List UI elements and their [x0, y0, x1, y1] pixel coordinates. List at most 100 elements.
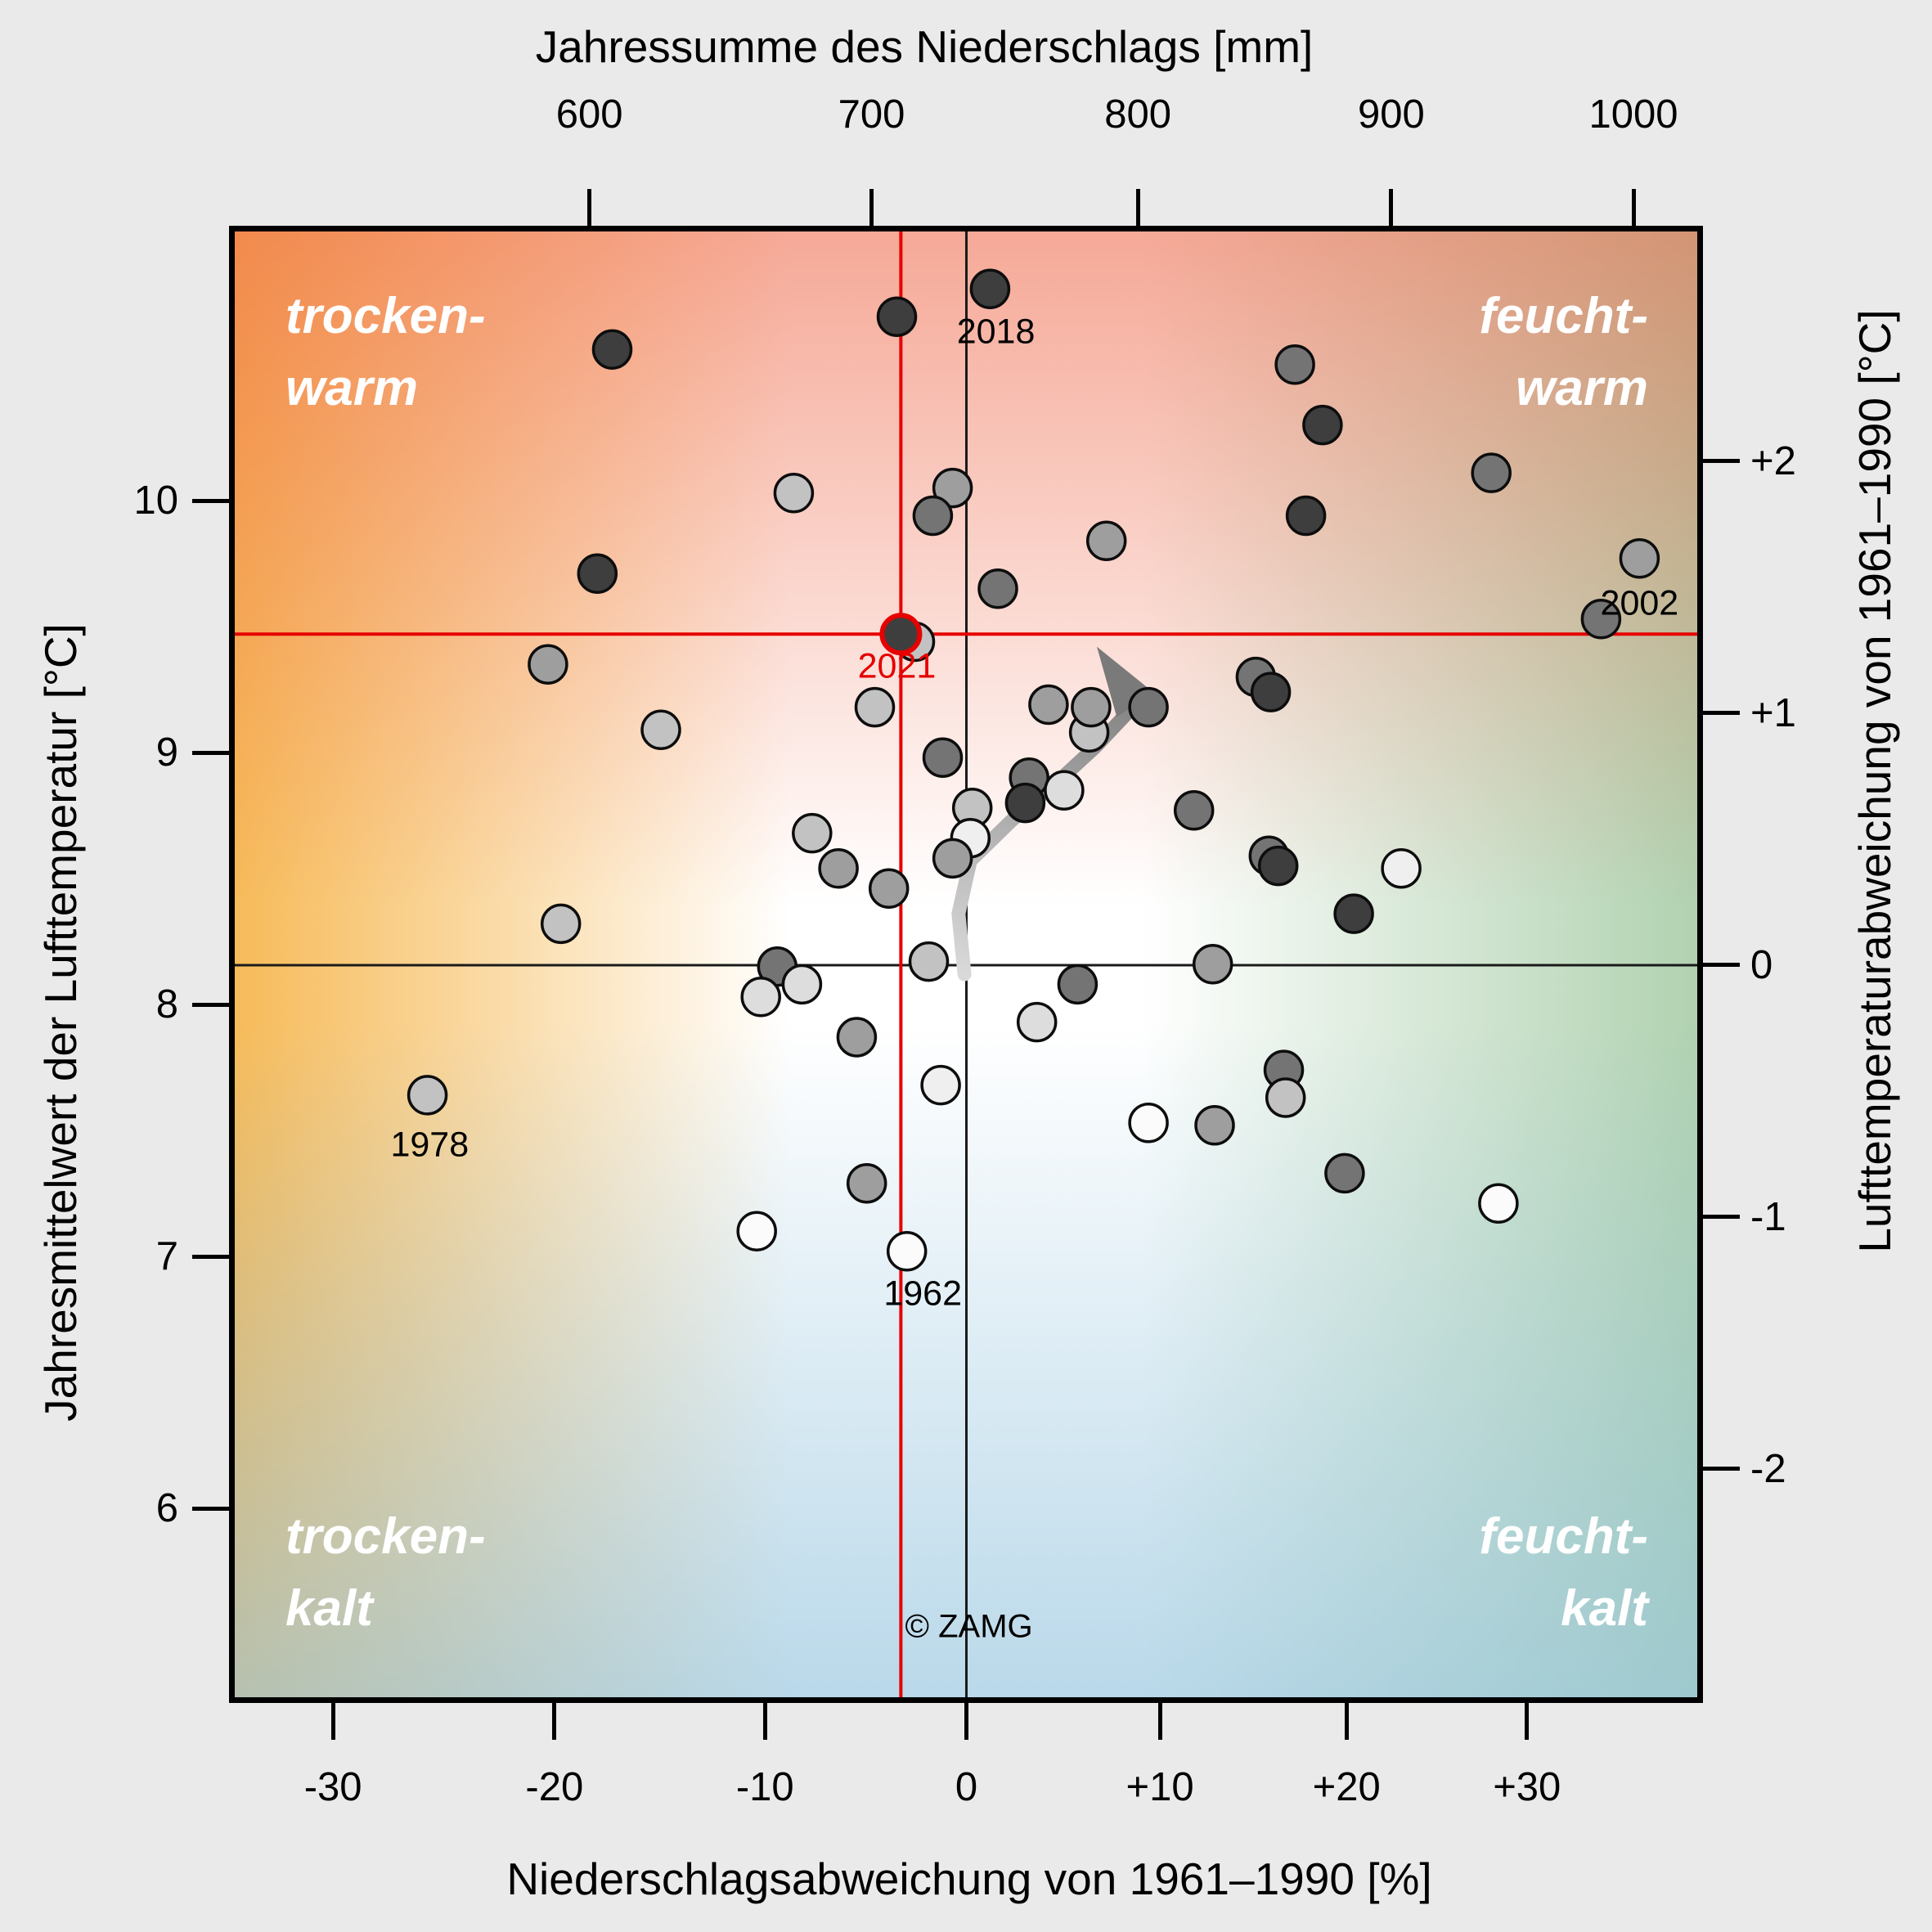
left-tick-label: 6 [155, 1486, 178, 1530]
scatter-point [1173, 790, 1215, 831]
year-annotation-1978: 1978 [390, 1125, 470, 1165]
left-tick-label: 10 [133, 479, 178, 523]
scatter-point [736, 1211, 777, 1251]
scatter-point [1333, 893, 1374, 934]
scatter-point [577, 553, 618, 595]
scatter-point [1071, 686, 1112, 728]
bottom-tick-label: 0 [955, 1765, 978, 1809]
scatter-point [1028, 684, 1069, 726]
scatter-point [540, 903, 582, 945]
bottom-tick-mark [552, 1703, 557, 1740]
scatter-point [773, 473, 815, 514]
scatter-point [528, 644, 568, 685]
year-annotation-2018: 2018 [956, 312, 1036, 352]
scatter-point [868, 868, 910, 910]
bottom-tick-label: +30 [1493, 1765, 1561, 1809]
scatter-point [836, 1017, 878, 1058]
scatter-point [1381, 847, 1422, 889]
right-axis-title: Lufttemperaturabweichung von 1961–1990 [… [1849, 309, 1900, 1253]
year-annotation-1962: 1962 [883, 1274, 963, 1314]
top-tick-mark [1135, 189, 1140, 226]
right-tick-label: -2 [1750, 1446, 1786, 1491]
top-tick-label: 900 [1357, 92, 1425, 137]
quadrant-label-feucht-warm: feucht- warm [1479, 288, 1648, 416]
left-tick-mark [192, 1254, 229, 1259]
left-tick-mark [192, 1002, 229, 1007]
scatter-point [912, 495, 954, 537]
plot-area: trocken- warm feucht- warm trocken- kalt… [229, 226, 1703, 1703]
left-tick-label: 8 [155, 982, 178, 1027]
scatter-point [1044, 770, 1085, 811]
scatter-point [792, 812, 833, 854]
scatter-point [1004, 782, 1046, 824]
scatter-point [1471, 452, 1512, 493]
scatter-point [1128, 1103, 1169, 1143]
scatter-point-2002 [1580, 599, 1622, 640]
bottom-tick-label: -10 [735, 1765, 794, 1809]
scatter-point [922, 737, 964, 778]
year-annotation-2002: 2002 [1600, 583, 1679, 623]
scatter-point [1128, 686, 1169, 728]
scatter-point [1257, 845, 1299, 887]
right-tick-label: +2 [1750, 438, 1796, 483]
scatter-point [932, 467, 973, 509]
scatter-point [1192, 943, 1233, 985]
year-annotation-2021: 2021 [857, 646, 937, 686]
scatter-point [1324, 1152, 1365, 1194]
top-tick-mark [1389, 189, 1394, 226]
scatter-point [818, 847, 859, 889]
left-tick-mark [192, 1506, 229, 1511]
top-tick-mark [587, 189, 592, 226]
scatter-point [1285, 495, 1327, 537]
left-tick-label: 9 [155, 730, 178, 775]
bottom-tick-mark [964, 1703, 968, 1740]
bottom-tick-mark [330, 1703, 335, 1740]
left-tick-mark [192, 750, 229, 755]
scatter-point [876, 296, 918, 337]
top-axis-title: Jahressumme des Niederschlags [mm] [535, 21, 1314, 72]
scatter-point [854, 686, 896, 728]
scatter-point [640, 709, 681, 751]
bottom-tick-label: -20 [525, 1765, 584, 1809]
scatter-point [932, 838, 973, 879]
right-tick-label: -1 [1750, 1194, 1786, 1239]
top-tick-label: 800 [1104, 92, 1172, 137]
top-tick-mark [869, 189, 874, 226]
scatter-point [908, 941, 950, 982]
bottom-tick-mark [1525, 1703, 1530, 1740]
scatter-point-2021 [879, 613, 923, 656]
quadrant-label-feucht-kalt: feucht- kalt [1479, 1508, 1648, 1637]
right-tick-label: +1 [1750, 690, 1796, 735]
right-tick-mark [1703, 711, 1740, 716]
scatter-point [1619, 538, 1660, 579]
scatter-point-1978 [407, 1075, 448, 1116]
scatter-point [1478, 1183, 1519, 1224]
right-tick-mark [1703, 963, 1740, 968]
scatter-point [1302, 404, 1343, 446]
bottom-tick-mark [1344, 1703, 1349, 1740]
bottom-tick-mark [1157, 1703, 1162, 1740]
scatter-point [1274, 344, 1315, 385]
scatter-point [846, 1162, 887, 1204]
scatter-point [920, 1064, 961, 1106]
quadrant-label-trocken-kalt: trocken- kalt [285, 1508, 486, 1637]
right-tick-mark [1703, 1467, 1740, 1471]
bottom-tick-mark [762, 1703, 767, 1740]
scatter-point-1962 [886, 1231, 928, 1272]
top-tick-label: 1000 [1588, 92, 1678, 137]
scatter-point [740, 977, 781, 1018]
scatter-canvas [235, 231, 1697, 1697]
quadrant-label-trocken-warm: trocken- warm [285, 288, 486, 416]
top-tick-label: 600 [555, 92, 623, 137]
scatter-point [1057, 964, 1099, 1005]
scatter-point [1085, 520, 1127, 562]
top-tick-mark [1631, 189, 1636, 226]
bottom-axis-title: Niederschlagsabweichung von 1961–1990 [%… [506, 1853, 1432, 1904]
copyright-watermark: © ZAMG [905, 1608, 1033, 1645]
bottom-tick-label: +20 [1312, 1765, 1381, 1809]
scatter-point [977, 568, 1018, 609]
right-tick-mark [1703, 1215, 1740, 1220]
scatter-point [1016, 1001, 1058, 1043]
scatter-point-2018 [969, 268, 1011, 310]
